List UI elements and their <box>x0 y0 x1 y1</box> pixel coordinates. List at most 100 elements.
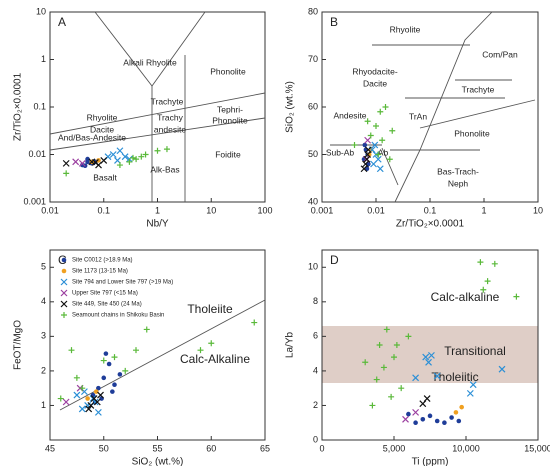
point <box>513 293 520 300</box>
point <box>143 326 150 333</box>
y-tick-label: 50 <box>308 149 318 159</box>
field-label: Alkali Rhyolite <box>123 57 177 67</box>
field-label: Rhyodacite- <box>352 66 398 76</box>
field-label: Neph <box>448 178 469 188</box>
point <box>116 162 123 169</box>
legend-marker <box>60 300 68 308</box>
point <box>103 351 109 356</box>
point <box>380 364 387 371</box>
point <box>62 159 70 167</box>
point <box>362 160 369 168</box>
point <box>96 385 101 391</box>
point <box>376 165 384 173</box>
plot-frame <box>49 249 266 441</box>
field-label: Tholeiite <box>187 302 233 316</box>
point <box>360 165 368 173</box>
point <box>442 420 447 426</box>
point <box>406 411 411 417</box>
point <box>63 170 70 177</box>
point <box>163 146 170 153</box>
point <box>453 410 459 415</box>
field-label: Rhyolite <box>87 112 118 122</box>
field-label: Foidite <box>215 149 241 159</box>
legend-label: Seamount chains in Shikoku Basin <box>72 313 164 319</box>
point <box>375 151 382 158</box>
panel: 0 5,000 10,000 15,000 0 2 4 6 8 10 Ti (ppm) La/Yb D C… <box>285 249 550 466</box>
field-label: Calc-alkaline <box>431 290 500 304</box>
point <box>96 158 101 163</box>
legend: Site C0012 (>18.9 Ma) Site 1173 (13-15 Ma… <box>60 258 173 319</box>
point <box>364 146 372 154</box>
field-boundary <box>49 92 266 135</box>
point <box>412 408 420 416</box>
point <box>106 361 112 367</box>
x-tick-label: 0.1 <box>97 205 110 215</box>
y-tick-label: 1 <box>41 54 46 64</box>
x-axis-label: SiO₂ (wt.%) <box>132 457 184 466</box>
x-axis-label: Zr/TiO₂×0.0001 <box>396 219 465 230</box>
point <box>138 153 145 160</box>
y-tick-label: 6 <box>313 331 318 341</box>
point <box>391 354 397 361</box>
point <box>85 156 90 162</box>
legend-label: Site 1173 (13-15 Ma) <box>72 269 128 275</box>
field-label: Phonolite <box>454 128 490 138</box>
point <box>94 408 102 416</box>
field-label: Trachy <box>157 112 183 122</box>
point <box>456 418 462 424</box>
legend-label: Site 794 and Lower Site 797 (>19 Ma) <box>72 280 173 286</box>
legend-label: Site C0012 (>18.9 Ma) <box>72 258 133 264</box>
x-tick-label: 10 <box>533 205 543 215</box>
x-tick-label: 10 <box>206 205 216 215</box>
legend-label: Upper Site 797 (<15 Ma) <box>72 291 138 297</box>
point <box>412 374 420 382</box>
y-axis-label: La/Yb <box>285 331 296 358</box>
y-tick-label: 8 <box>313 296 318 306</box>
point <box>126 158 133 165</box>
panel: 0.001 0.01 0.1 1 10 40 50 60 70 80 Zr/TiO₂×0.0001 S… <box>285 6 543 229</box>
point <box>197 347 204 354</box>
field-label: Sub-Ab <box>326 147 355 157</box>
point <box>491 260 498 267</box>
y-tick-label: 70 <box>308 54 318 64</box>
point <box>208 340 215 347</box>
point <box>362 142 368 148</box>
field-label: Tholeiitic <box>431 370 478 384</box>
x-tick-label: 60 <box>206 443 216 453</box>
point <box>101 375 107 381</box>
point <box>371 141 379 149</box>
point <box>405 333 412 340</box>
y-tick-label: 0.1 <box>33 101 46 111</box>
field-label: And/Bas-Andesite <box>58 132 126 142</box>
x-tick-label: 65 <box>260 443 270 453</box>
point <box>427 413 433 419</box>
point <box>466 389 474 397</box>
point <box>364 118 371 125</box>
panel-letter: D <box>330 253 339 267</box>
y-axis-label: FeOT/MgO <box>13 320 24 370</box>
y-tick-label: 3 <box>41 331 46 341</box>
x-axis-label: Ti (ppm) <box>412 457 449 466</box>
legend-marker <box>61 312 67 318</box>
legend-label: Site 449, Site 450 (24 Ma) <box>72 302 142 308</box>
point <box>386 156 393 163</box>
point <box>112 382 117 388</box>
point <box>116 147 124 155</box>
point <box>383 326 390 333</box>
panel-letter: A <box>58 15 66 29</box>
point <box>420 416 426 422</box>
y-tick-label: 0 <box>313 434 318 444</box>
field-label: Dacite <box>90 124 114 134</box>
point <box>79 385 86 392</box>
plot-frame <box>321 249 539 441</box>
point <box>68 347 75 354</box>
x-tick-label: 15,000 <box>524 443 550 453</box>
point <box>419 400 427 408</box>
point <box>122 367 129 374</box>
point <box>97 391 104 399</box>
point <box>85 405 93 413</box>
field-label: TrAn <box>409 111 427 121</box>
point <box>251 319 258 326</box>
x-tick-label: 10,000 <box>452 443 480 453</box>
